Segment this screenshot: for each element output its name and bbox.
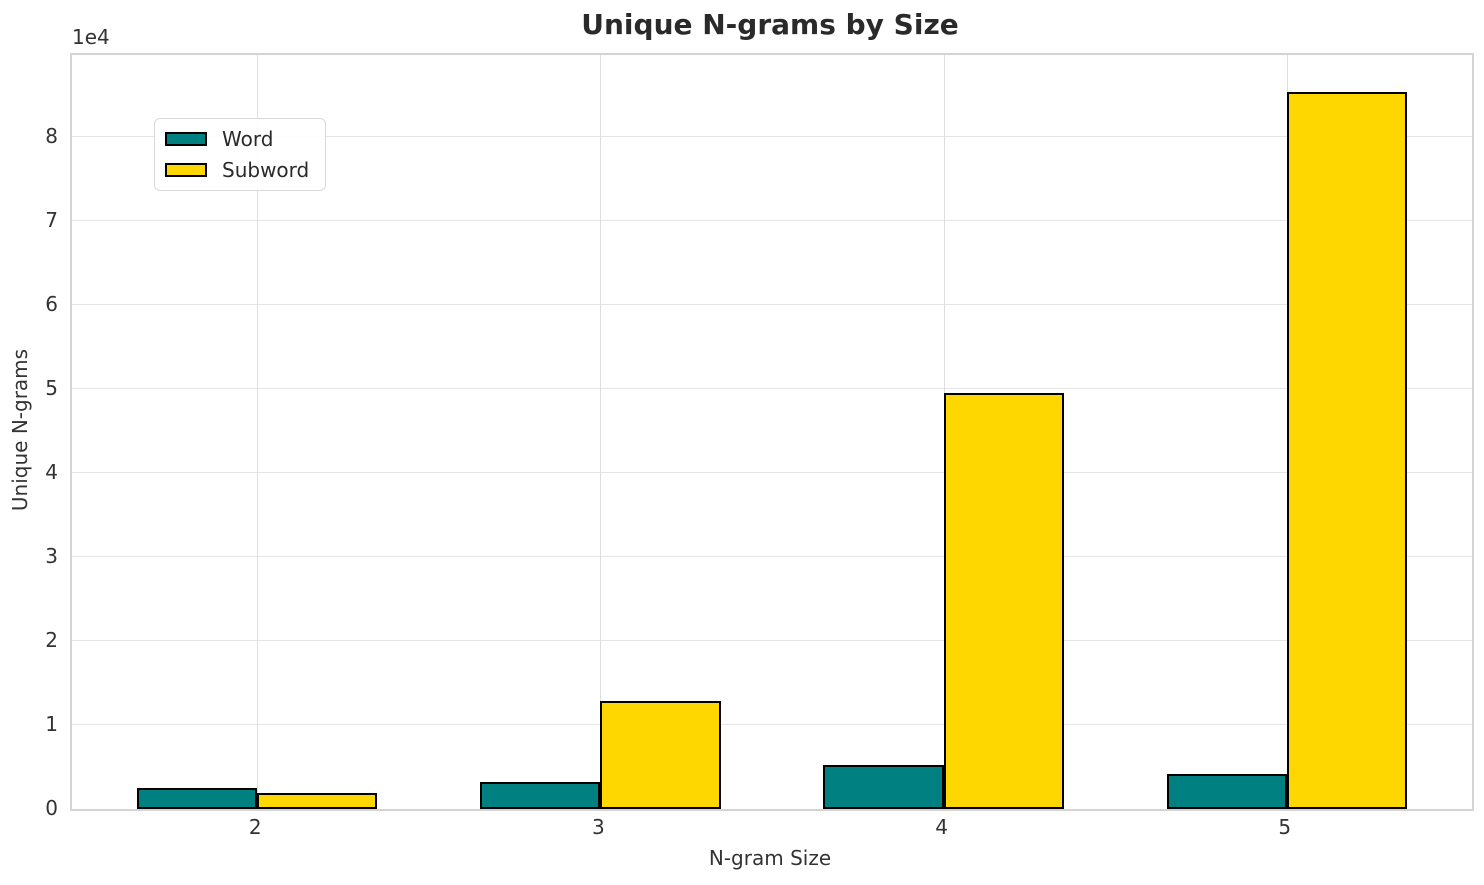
gridline-horizontal xyxy=(72,639,1472,641)
y-tick-label: 6 xyxy=(45,291,58,316)
chart-title: Unique N-grams by Size xyxy=(581,8,959,41)
legend-item-subword: Subword xyxy=(165,159,309,181)
gridline-horizontal xyxy=(72,471,1472,473)
legend-label-word: Word xyxy=(222,127,274,151)
legend: Word Subword xyxy=(154,118,327,191)
y-tick-label: 4 xyxy=(45,459,58,484)
y-tick-label: 3 xyxy=(45,543,58,568)
subword-bar xyxy=(943,392,1064,809)
y-axis-offset-text: 1e4 xyxy=(72,25,110,49)
word-bar xyxy=(137,787,258,809)
y-tick-label: 5 xyxy=(45,375,58,400)
x-tick-label: 5 xyxy=(1278,815,1292,839)
gridline-horizontal xyxy=(72,387,1472,389)
word-series-swatch-icon xyxy=(165,132,207,146)
plot-area: Word Subword xyxy=(70,53,1474,811)
y-tick-label: 2 xyxy=(45,627,58,652)
x-tick-label: 4 xyxy=(935,815,948,839)
gridline-vertical xyxy=(600,55,602,809)
gridline-horizontal xyxy=(72,555,1472,557)
x-tick-label: 2 xyxy=(248,815,262,839)
y-axis-label: Unique N-grams xyxy=(8,348,32,512)
gridline-horizontal xyxy=(72,135,1472,137)
legend-item-word: Word xyxy=(165,128,309,150)
word-bar xyxy=(480,782,601,809)
subword-series-swatch-icon xyxy=(165,163,207,177)
subword-bar xyxy=(257,793,378,809)
y-tick-label: 7 xyxy=(45,207,58,232)
gridline-vertical xyxy=(257,55,259,809)
legend-label-subword: Subword xyxy=(222,158,310,182)
gridline-horizontal xyxy=(72,219,1472,221)
subword-bar xyxy=(1286,92,1407,809)
gridline-horizontal xyxy=(72,303,1472,305)
x-axis-label: N-gram Size xyxy=(708,846,832,870)
subword-bar xyxy=(600,701,721,809)
word-bar xyxy=(1166,773,1287,809)
gridline-horizontal xyxy=(72,723,1472,725)
y-tick-label: 0 xyxy=(45,796,58,820)
y-tick-label: 8 xyxy=(45,123,58,148)
x-tick-label: 3 xyxy=(592,815,605,839)
y-tick-label: 1 xyxy=(45,711,58,736)
word-bar xyxy=(823,764,944,809)
